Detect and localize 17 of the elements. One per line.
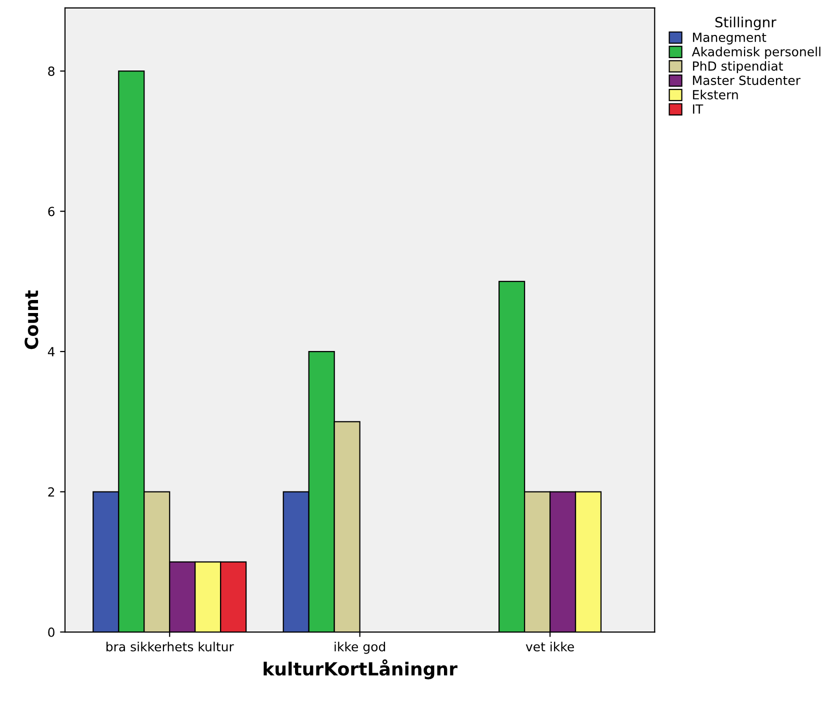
y-tick-label: 0	[48, 627, 54, 637]
legend-label: PhD stipendiat	[693, 61, 783, 74]
legend-title: Stillingnr	[715, 16, 776, 30]
x-tick-label: vet ikke	[526, 642, 574, 652]
y-axis-title: Count	[24, 290, 38, 350]
legend-label: Master Studenter	[693, 75, 800, 86]
y-tick-label: 8	[48, 66, 54, 76]
y-tick-label: 2	[48, 487, 54, 497]
x-tick-label: ikke god	[334, 642, 386, 654]
legend-label: Akademisk personell	[692, 46, 820, 59]
y-tick-label: 4	[48, 347, 55, 356]
legend-label: Ekstern	[693, 90, 738, 100]
legend-label: Manegment	[693, 32, 766, 44]
x-axis-title: kulturKortLåningnr	[264, 659, 458, 680]
y-tick-label: 6	[48, 206, 54, 216]
legend-label: IT	[693, 104, 704, 114]
x-tick-label: bra sikkerhets kultur	[106, 642, 234, 652]
